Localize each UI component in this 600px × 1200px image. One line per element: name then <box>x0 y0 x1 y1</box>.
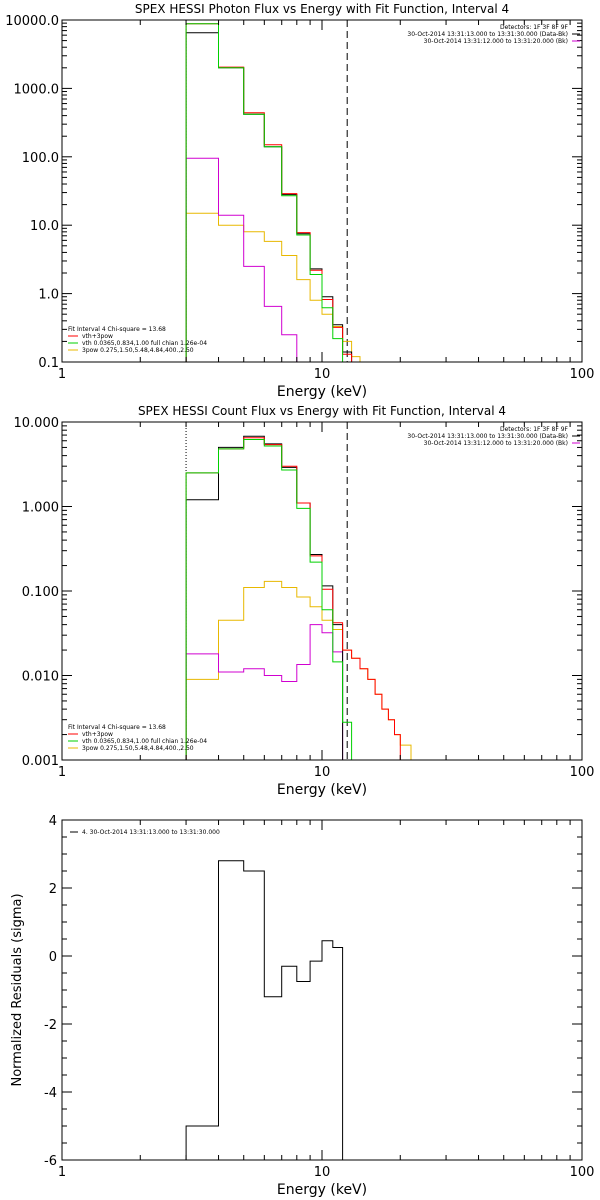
x-axis-label: Energy (keV) <box>277 384 367 400</box>
x-tick-label: 1 <box>58 367 66 382</box>
legend-top-right-text: 30-Oct-2014 13:31:12.000 to 13:31:20.000… <box>424 440 568 447</box>
panel-2: 1 10 100 0.001 0.010 0.100 1.000 10.000 SPEX HES… <box>14 404 595 798</box>
plot-area <box>185 20 361 362</box>
y-tick-label: 1000.0 <box>14 82 60 97</box>
series-e8b800 <box>185 580 422 760</box>
series-ff0000 <box>185 437 401 760</box>
y-tick-label: 2 <box>49 882 57 897</box>
plot-area <box>185 422 422 760</box>
series-00d000 <box>185 23 344 362</box>
series-000000 <box>185 32 353 362</box>
y-tick-label: 100.0 <box>22 151 59 166</box>
legend-bottom-left-text: vth 0.0365,0.834,1.00 full chian 1.26e-0… <box>82 340 207 347</box>
y-tick-label: -6 <box>44 1154 57 1169</box>
legend-top-left-text: 4. 30-Oct-2014 13:31:13.000 to 13:31:30.… <box>82 829 220 836</box>
plot-title: SPEX HESSI Count Flux vs Energy with Fit… <box>138 404 506 418</box>
x-tick-label: 10 <box>314 765 331 780</box>
x-tick-label: 1 <box>58 1165 66 1180</box>
legend-bottom-left-text: vth+3pow <box>82 731 113 738</box>
legend-top-right-text: Detectors: 1F 3F 8F 9F <box>500 426 569 433</box>
y-tick-label: -2 <box>44 1018 57 1033</box>
y-tick-label: 10.0 <box>30 219 59 234</box>
series-d000d0 <box>185 624 344 760</box>
y-tick-label: 0.100 <box>22 585 59 600</box>
plot-title: SPEX HESSI Photon Flux vs Energy with Fi… <box>135 2 509 16</box>
legend-bottom-left-text: vth 0.0365,0.834,1.00 full chian 1.26e-0… <box>82 738 207 745</box>
axes-box <box>61 819 583 1161</box>
y-tick-label: 0 <box>49 950 57 965</box>
series-e8b800 <box>185 212 361 362</box>
y-tick-label: 0.001 <box>22 754 59 769</box>
plot-area <box>185 860 344 1160</box>
legend-top-right-text: 30-Oct-2014 13:31:13.000 to 13:31:30.000… <box>407 31 568 38</box>
y-tick-label: 1.000 <box>22 501 59 516</box>
legend-bottom-left-text: 3pow 0.275,1.50,5.48,4.84,400.,2.50 <box>82 347 194 354</box>
x-tick-label: 100 <box>570 367 595 382</box>
y-tick-label: 0.010 <box>22 670 59 685</box>
legend-bottom-left-text: 3pow 0.275,1.50,5.48,4.84,400.,2.50 <box>82 745 194 752</box>
series-00d000 <box>185 439 353 760</box>
legend-top-right-text: Detectors: 1F 3F 8F 9F <box>500 24 569 31</box>
legend-top-right-text: 30-Oct-2014 13:31:12.000 to 13:31:20.000… <box>424 38 568 45</box>
y-axis-label: Normalized Residuals (sigma) <box>10 893 25 1086</box>
legend-bottom-left-text: Fit Interval 4 Chi-square = 13.68 <box>68 326 166 333</box>
y-tick-label: 10000.0 <box>5 14 59 29</box>
legend-bottom-left-text: Fit Interval 4 Chi-square = 13.68 <box>68 724 166 731</box>
series-000000 <box>185 860 344 1160</box>
panel-1: 1 10 100 0.1 1.0 10.0 100.0 1000.0 10000.0 SPEX H… <box>5 2 595 400</box>
series-d000d0 <box>185 157 334 362</box>
x-tick-label: 1 <box>58 765 66 780</box>
x-tick-label: 10 <box>314 367 331 382</box>
panel-3: 1 10 100 -6 -4 -2 0 2 4 Energy (keV) Normalized Re… <box>10 814 595 1198</box>
y-tick-label: 1.0 <box>38 288 59 303</box>
legend-bottom-left-text: vth+3pow <box>82 333 113 340</box>
x-tick-label: 10 <box>314 1165 331 1180</box>
y-tick-label: 4 <box>49 814 57 829</box>
y-tick-label: 10.000 <box>14 416 60 431</box>
x-axis-label: Energy (keV) <box>277 782 367 798</box>
legend-top-right-text: 30-Oct-2014 13:31:13.000 to 13:31:30.000… <box>407 433 568 440</box>
x-axis-label: Energy (keV) <box>277 1182 367 1198</box>
y-tick-label: -4 <box>44 1086 57 1101</box>
x-tick-label: 100 <box>570 765 595 780</box>
series-000000 <box>185 435 344 760</box>
x-tick-label: 100 <box>570 1165 595 1180</box>
y-tick-label: 0.1 <box>38 356 59 371</box>
